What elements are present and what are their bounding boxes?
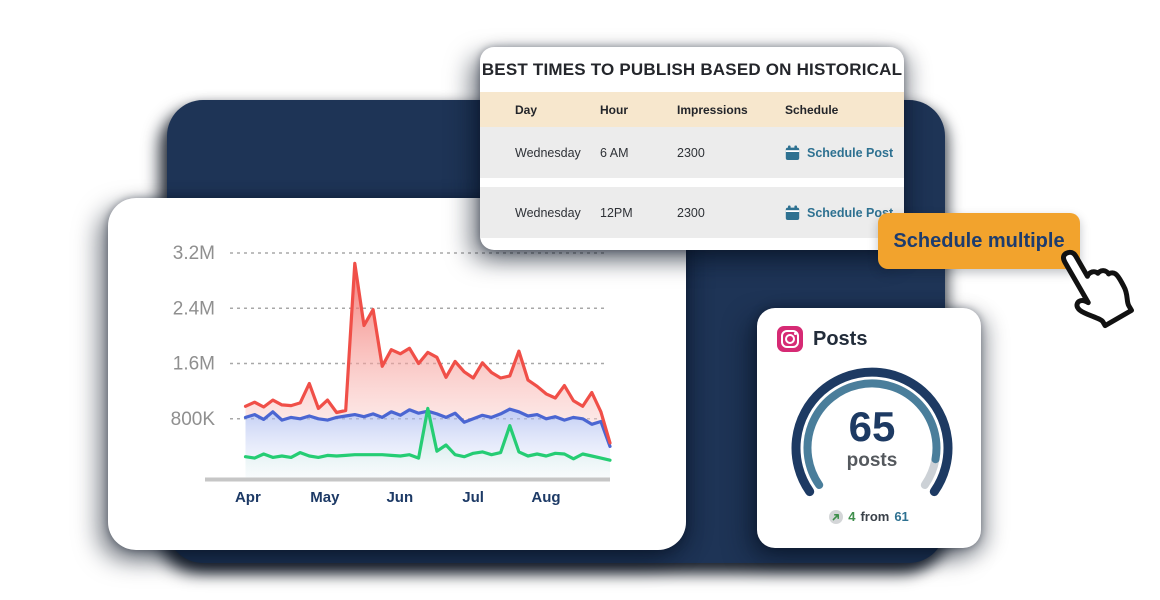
- schedule-post-label: Schedule Post: [807, 205, 894, 220]
- calendar-icon: [785, 145, 800, 160]
- posts-card-header: Posts: [777, 326, 961, 352]
- posts-change-row: 4 from 61: [777, 509, 961, 524]
- cell-day: Wednesday: [515, 205, 581, 220]
- posts-previous-count: 61: [894, 509, 909, 524]
- column-header-schedule: Schedule: [785, 102, 839, 117]
- posts-gauge: 65 posts: [777, 360, 967, 500]
- svg-text:800K: 800K: [171, 409, 216, 430]
- schedule-post-link[interactable]: Schedule Post: [785, 205, 904, 221]
- engagement-trend-chart: 3.2M 2.4M 1.6M 800K Apr May Jun Jul Aug: [171, 243, 612, 506]
- svg-text:May: May: [310, 489, 340, 506]
- column-header-hour: Hour: [600, 102, 628, 117]
- posts-gauge-center: 65 posts: [777, 406, 967, 472]
- svg-text:Aug: Aug: [531, 489, 560, 506]
- cell-impressions: 2300: [677, 205, 705, 220]
- schedule-post-label: Schedule Post: [807, 145, 894, 160]
- posts-card: Posts 65 posts 4 from 61: [757, 308, 981, 548]
- svg-text:Apr: Apr: [235, 489, 261, 506]
- row-separator: [480, 178, 904, 187]
- hand-cursor-icon: [1061, 249, 1134, 329]
- best-times-title: BEST TIMES TO PUBLISH BASED ON HISTORICA…: [481, 59, 903, 79]
- posts-count-unit: posts: [846, 450, 898, 471]
- cell-hour: 6 AM: [600, 145, 629, 160]
- posts-change-word: from: [860, 509, 890, 524]
- table-row: Wednesday 12PM 2300 Schedule Post: [480, 187, 904, 238]
- schedule-post-link[interactable]: Schedule Post: [785, 145, 904, 161]
- column-header-day: Day: [515, 102, 538, 117]
- cell-hour: 12PM: [600, 205, 633, 220]
- svg-text:Jun: Jun: [386, 489, 413, 506]
- calendar-icon: [785, 205, 800, 220]
- best-times-card: BEST TIMES TO PUBLISH BASED ON HISTORICA…: [480, 47, 904, 250]
- posts-count-value: 65: [848, 403, 896, 450]
- table-row: Wednesday 6 AM 2300 Schedule Post: [480, 127, 904, 178]
- posts-change-delta: 4: [848, 509, 856, 524]
- column-header-impressions: Impressions: [677, 102, 748, 117]
- schedule-multiple-button[interactable]: Schedule multiple: [878, 213, 1080, 269]
- best-times-header-row: Day Hour Impressions Schedule: [480, 92, 904, 127]
- svg-text:3.2M: 3.2M: [173, 243, 215, 264]
- cell-impressions: 2300: [677, 145, 705, 160]
- posts-card-title: Posts: [813, 327, 868, 350]
- svg-text:2.4M: 2.4M: [173, 298, 215, 319]
- posts-gauge-arcs: [791, 367, 953, 497]
- cell-day: Wednesday: [515, 145, 581, 160]
- engagement-chart-card: 3.2M 2.4M 1.6M 800K Apr May Jun Jul Aug: [108, 198, 686, 550]
- instagram-icon: [777, 326, 803, 352]
- svg-text:1.6M: 1.6M: [173, 354, 215, 375]
- trend-up-arrow-icon: [829, 509, 844, 524]
- svg-text:Jul: Jul: [462, 489, 484, 506]
